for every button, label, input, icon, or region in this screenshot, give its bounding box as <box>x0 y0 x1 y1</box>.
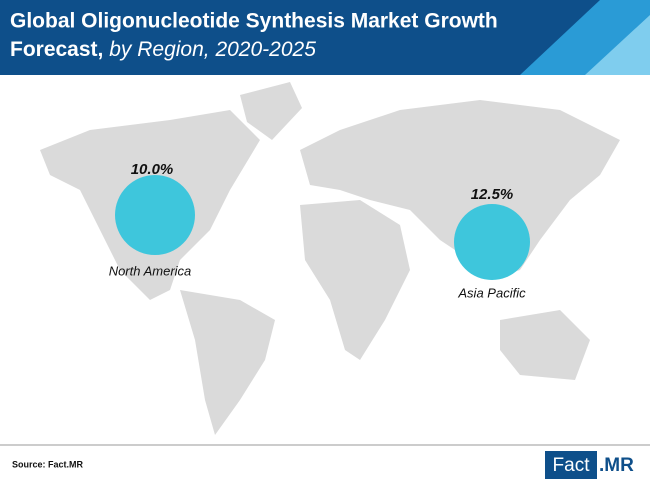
header-stripe <box>585 15 650 75</box>
logo-box <box>545 451 597 479</box>
continent <box>240 82 302 140</box>
source: Source: Fact.MR <box>12 459 84 469</box>
continent <box>500 310 590 380</box>
region-value: 10.0% <box>131 161 174 178</box>
region-bubble <box>454 204 530 280</box>
title-line2-text: Forecast, <box>10 38 103 61</box>
subtitle: by Region, 2020-2025 <box>109 38 316 61</box>
continent <box>300 200 410 360</box>
title: Global Oligonucleotide Synthesis Market … <box>10 10 498 33</box>
logo-suffix: .MR <box>599 455 634 476</box>
title-line2: Forecast, by Region, 2020-2025 <box>10 38 316 61</box>
region-bubble <box>115 175 195 255</box>
region-name: North America <box>109 263 192 278</box>
logo-main: Fact <box>553 455 591 476</box>
continent <box>300 100 620 280</box>
continent <box>180 290 275 435</box>
region-name: Asia Pacific <box>457 285 526 300</box>
world-map <box>40 82 620 435</box>
region-value: 12.5% <box>471 186 514 203</box>
